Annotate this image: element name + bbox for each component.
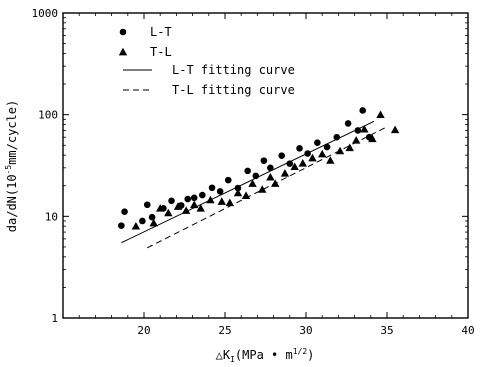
marker-lt [224,176,232,184]
x-tick-label: 40 [461,324,474,337]
marker-lt [190,194,198,202]
x-tick-label: 20 [137,324,150,337]
marker-tl [271,179,280,187]
legend-label: T-L fitting curve [172,83,295,97]
marker-tl [196,204,205,212]
marker-tl [225,198,235,207]
marker-tl [308,153,317,162]
x-label-exp: 1/2 [293,347,308,356]
marker-tl [360,124,369,133]
fit-line-lt [121,120,375,244]
marker-tl [206,195,215,204]
marker-lt [184,195,192,203]
marker-tl [156,204,165,212]
marker-lt [244,167,251,175]
marker-tl [266,172,275,181]
marker-lt [148,213,156,221]
marker-tl [173,202,183,210]
marker-tl [233,188,243,197]
marker-tl [241,191,251,199]
legend-marker-lt [119,28,127,36]
x-tick-label: 30 [299,324,312,337]
marker-tl [248,179,257,187]
legend: L-T T-LL-T fitting curve T-L fitting curve [118,25,295,97]
marker-lt [139,217,146,225]
y-label-main: da/dN(10 [5,174,19,232]
plot-frame [62,12,469,319]
axis-labels: 20 25 30 35 40 1 10 100 1000 △KI(MPa • m1/2) da/dN… [4,7,475,364]
y-tick-label: 1 [51,312,58,325]
marker-lt [234,184,242,192]
x-label-close: ) [307,348,314,362]
marker-tl [258,185,267,193]
marker-tl [352,136,361,144]
x-label-unit: (MPa • m [235,348,293,362]
marker-lt [121,208,128,216]
marker-tl [217,197,226,205]
marker-tl [345,143,354,152]
y-axis-label: da/dN(10-5mm/cycle) [4,100,19,232]
marker-lt [260,157,268,164]
marker-lt [208,184,216,192]
y-label-exp: -5 [4,165,13,175]
marker-tl [181,206,191,214]
marker-tl [164,208,173,217]
marker-lt [354,127,362,134]
marker-lt [143,201,151,209]
x-axis-label: △KI(MPa • m1/2) [216,347,315,364]
y-tick-label: 10 [45,210,58,223]
marker-lt [118,222,125,229]
marker-lt [359,107,367,114]
legend-label: T-L [150,45,172,59]
legend-label: L-T [150,25,172,39]
marker-tl [318,149,327,158]
marker-lt [323,143,331,151]
marker-tl [131,221,141,230]
plot-axes [62,12,469,319]
marker-lt [344,120,352,127]
marker-lt [286,160,294,167]
x-tick-label: 25 [218,324,231,337]
marker-lt [333,133,341,141]
marker-tl [368,134,377,143]
y-tick-label: 100 [38,109,58,122]
data-markers [118,107,400,230]
x-label-main: △K [216,348,231,362]
marker-tl [335,146,345,155]
y-label-unit: mm/cycle) [5,100,19,165]
marker-tl [290,162,299,171]
marker-lt [314,139,321,146]
marker-lt [168,197,175,205]
fit-line-tl [147,126,388,249]
x-tick-label: 35 [380,324,393,337]
marker-tl [298,159,307,167]
marker-tl [376,110,385,119]
marker-tl [390,125,400,134]
marker-lt [267,164,274,172]
marker-lt [199,191,206,199]
marker-tl [149,218,158,227]
marker-lt [304,150,311,157]
marker-lt [216,188,224,195]
legend-marker-tl [118,47,128,56]
marker-tl [280,169,290,177]
y-tick-label: 1000 [32,7,59,20]
marker-lt [296,144,303,152]
fit-lines [121,120,388,249]
legend-label: L-T fitting curve [172,63,295,77]
marker-lt [252,172,260,180]
marker-tl [190,200,199,209]
x-label-sub: I [230,355,235,364]
marker-lt [278,152,286,159]
marker-tl [326,156,335,164]
